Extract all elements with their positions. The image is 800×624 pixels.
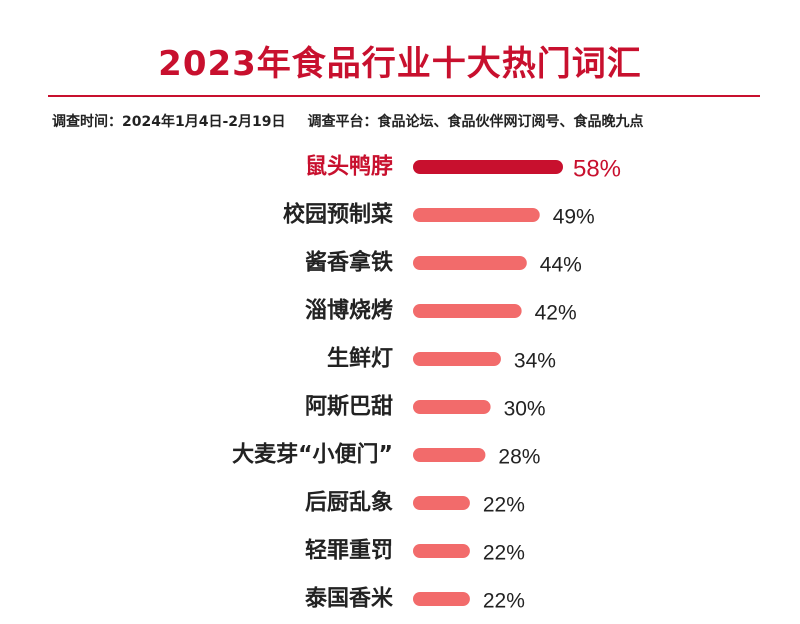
bar [413,448,486,462]
title-divider [48,95,760,97]
category-label: 后厨乱象 [305,490,393,516]
survey-info: 调查时间：2024年1月4日-2月19日 调查平台：食品论坛、食品伙伴网订阅号、食… [52,111,772,131]
value-label: 28% [498,446,540,469]
bar [413,544,470,558]
value-label: 44% [540,254,582,277]
value-label: 42% [535,302,577,325]
category-label: 阿斯巴甜 [305,394,393,420]
bar [413,256,527,270]
value-label: 22% [483,542,525,565]
survey-time: 调查时间：2024年1月4日-2月19日 [52,114,286,130]
category-label: 生鲜灯 [327,347,393,372]
category-label: 酱香拿铁 [305,250,393,276]
category-label: 校园预制菜 [283,202,393,228]
bar [413,592,470,606]
value-label: 22% [483,494,525,517]
value-label: 49% [553,206,595,229]
bar [413,496,470,510]
value-label: 22% [483,590,525,613]
bar [413,160,563,174]
value-label: 34% [514,350,556,373]
bar [413,352,501,366]
category-label: 大麦芽“小便门” [232,442,393,468]
category-label: 淄博烧烤 [305,298,393,324]
category-label: 鼠头鸭脖 [305,154,393,180]
survey-platform: 调查平台：食品论坛、食品伙伴网订阅号、食品晚九点 [307,114,644,130]
category-label: 泰国香米 [304,587,394,612]
bar [413,304,522,318]
value-label: 58% [573,156,621,183]
category-label: 轻罪重罚 [305,538,393,564]
value-label: 30% [504,398,546,421]
bar [413,208,540,222]
page-title: 2023年食品行业十大热门词汇 [158,44,642,84]
bar [413,400,491,414]
